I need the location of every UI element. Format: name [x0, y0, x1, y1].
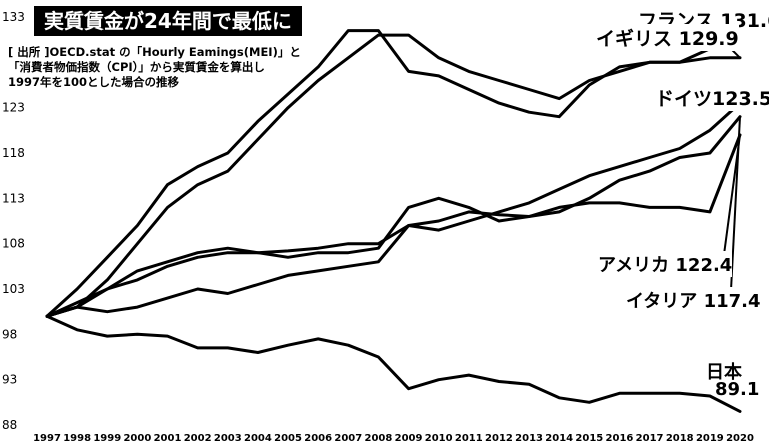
x-tick-label: 2010	[425, 433, 453, 444]
x-tick-label: 2020	[726, 433, 754, 444]
x-tick-label: 2007	[334, 433, 362, 444]
x-axis-ticks: 1997 1998 1999 2000 2001 2002 2003 2004 2005 2006…	[33, 433, 754, 444]
x-tick-label: 1997	[33, 433, 61, 444]
label-italy-name: イタリア	[626, 291, 698, 312]
label-japan-value: 89.1	[715, 379, 760, 400]
series-lines	[45, 29, 742, 413]
x-tick-label: 2008	[365, 433, 393, 444]
series-line	[45, 133, 742, 318]
x-tick-label: 2014	[545, 433, 573, 444]
source-note: [ 出所 ]OECD.stat の「Hourly Eamings(MEI)」と …	[8, 45, 301, 90]
label-uk: イギリス 129.9	[596, 24, 739, 51]
label-usa: アメリカ 122.4	[598, 251, 733, 277]
x-tick-label: 2018	[666, 433, 694, 444]
x-tick-label: 2000	[123, 433, 151, 444]
series-line	[45, 29, 742, 318]
source-note-line: [ 出所 ]OECD.stat の「Hourly Eamings(MEI)」と	[8, 45, 301, 59]
x-tick-label: 2004	[244, 433, 272, 444]
source-note-line: 1997年を100とした場合の推移	[8, 75, 180, 89]
series-line	[45, 33, 742, 318]
y-tick-label: 123	[2, 101, 25, 115]
x-tick-label: 1999	[93, 433, 121, 444]
y-tick-label: 103	[2, 282, 25, 296]
x-tick-label: 2019	[696, 433, 724, 444]
y-tick-label: 88	[2, 418, 17, 432]
x-tick-label: 2006	[304, 433, 332, 444]
x-tick-label: 2013	[515, 433, 543, 444]
x-tick-label: 2005	[274, 433, 302, 444]
y-tick-label: 113	[2, 191, 25, 205]
x-tick-label: 2003	[214, 433, 242, 444]
x-tick-label: 1998	[63, 433, 91, 444]
label-germany-value: 123.5	[712, 88, 769, 110]
y-tick-label: 118	[2, 146, 25, 160]
x-tick-label: 2017	[636, 433, 664, 444]
x-tick-label: 2001	[154, 433, 182, 444]
label-uk-value: 129.9	[678, 28, 739, 50]
series-line	[45, 115, 742, 318]
series-line	[45, 101, 742, 318]
y-tick-label: 133	[2, 10, 25, 24]
y-tick-label: 93	[2, 373, 17, 387]
label-germany: ドイツ123.5	[655, 84, 769, 111]
chart-title: 実質賃金が24年間で最低に	[34, 6, 302, 36]
label-germany-name: ドイツ	[655, 88, 713, 110]
y-axis-ticks: 88 93 98 103 108 113 118 123 133	[2, 10, 25, 432]
y-tick-label: 108	[2, 237, 25, 251]
y-tick-label: 98	[2, 327, 17, 341]
label-italy: イタリア 117.4	[626, 287, 761, 313]
label-usa-name: アメリカ	[598, 255, 670, 276]
x-tick-label: 2002	[184, 433, 212, 444]
label-usa-value: 122.4	[675, 255, 733, 276]
series-line	[45, 314, 742, 413]
label-japan-name: 日本	[706, 362, 742, 383]
label-leader-line	[730, 116, 741, 291]
x-tick-label: 2012	[485, 433, 513, 444]
x-tick-label: 2009	[395, 433, 423, 444]
x-tick-label: 2015	[575, 433, 603, 444]
source-note-line: 「消費者物価指数（CPI）」から実質賃金を算出し	[8, 60, 265, 74]
label-italy-value: 117.4	[703, 291, 761, 312]
x-tick-label: 2011	[455, 433, 483, 444]
x-tick-label: 2016	[606, 433, 634, 444]
label-uk-name: イギリス	[596, 28, 673, 50]
